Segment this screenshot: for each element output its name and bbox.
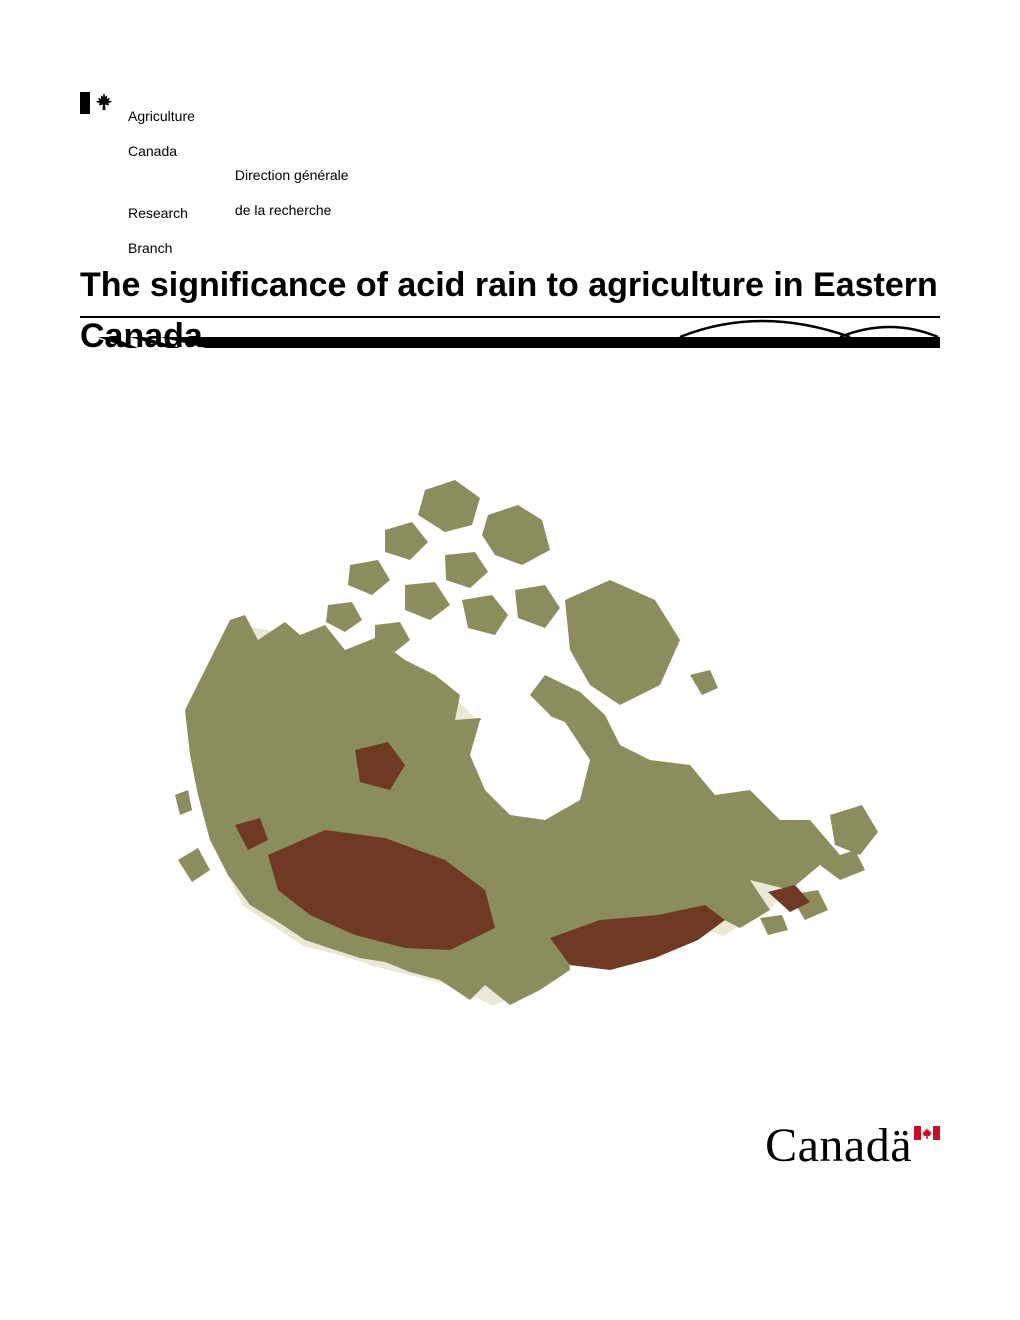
wordmark-text: Canadä bbox=[765, 1122, 912, 1170]
dept-name-en-line2: Canada bbox=[128, 143, 195, 161]
dept-column: Agriculture Canada Research Branch bbox=[128, 90, 195, 275]
branch-en-line1: Research bbox=[128, 205, 195, 223]
canada-flag-symbol bbox=[80, 92, 114, 114]
wordmark-flag-icon bbox=[914, 1122, 940, 1140]
branch-fr-column: Direction générale de la recherche bbox=[235, 90, 349, 275]
document-cover: Agriculture Canada Research Branch Direc… bbox=[0, 0, 1020, 1320]
flag-bar-icon bbox=[80, 92, 90, 114]
document-title: The significance of acid rain to agricul… bbox=[80, 260, 940, 362]
canada-map bbox=[150, 460, 880, 1040]
dept-name-en-line1: Agriculture bbox=[128, 108, 195, 126]
maple-leaf-icon bbox=[94, 92, 114, 114]
branch-en-line2: Branch bbox=[128, 240, 195, 258]
branch-fr-line2: de la recherche bbox=[235, 202, 349, 220]
branch-fr-line1: Direction générale bbox=[235, 167, 349, 185]
header-top-row: Agriculture Canada Research Branch Direc… bbox=[80, 90, 940, 275]
header-text-columns: Agriculture Canada Research Branch Direc… bbox=[128, 90, 349, 275]
canada-wordmark: Canadä bbox=[765, 1122, 940, 1170]
